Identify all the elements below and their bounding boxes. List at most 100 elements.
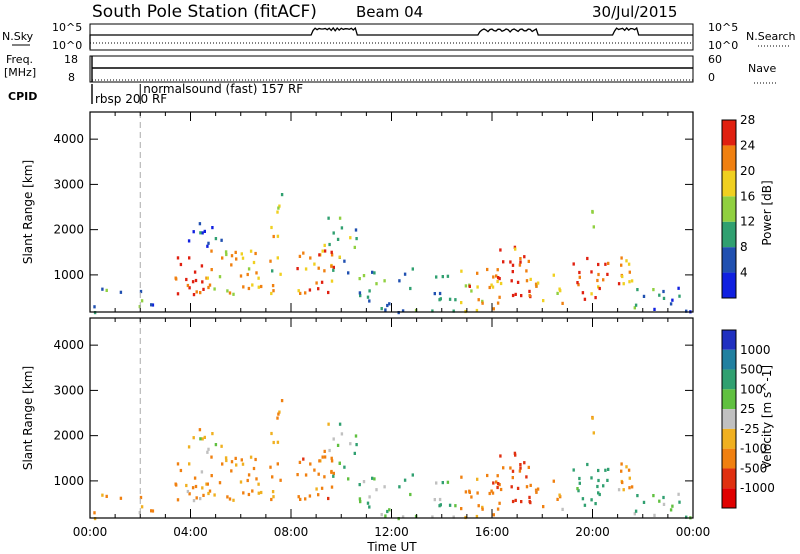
range-cell (338, 461, 341, 465)
range-cell (509, 466, 512, 470)
range-cell (577, 489, 580, 493)
colorbar-swatch (722, 221, 736, 248)
beam-label: Beam 04 (356, 3, 423, 21)
range-cell (332, 268, 335, 272)
range-cell (239, 274, 243, 278)
range-cell (366, 501, 370, 505)
range-cell (662, 289, 665, 294)
range-cell (488, 491, 491, 496)
range-cell (199, 291, 202, 295)
y-tick-label: 2000 (53, 429, 84, 443)
range-cell (188, 256, 191, 260)
range-cell (528, 499, 531, 504)
range-cell (358, 277, 361, 281)
range-cell (490, 489, 493, 493)
colorbar-swatch (722, 349, 736, 370)
range-cell (362, 274, 366, 278)
range-cell (513, 451, 517, 455)
range-cell (528, 289, 531, 293)
range-cell (625, 465, 628, 469)
range-cell (510, 279, 513, 283)
range-cell (495, 480, 498, 484)
range-cell (224, 456, 228, 460)
range-cell (642, 294, 646, 298)
freq-strip-frame (89, 55, 694, 83)
range-cell (235, 463, 238, 467)
velocity-colorbar: 1000 500 100 25 -25 -100 -500 -1000 (721, 329, 775, 509)
range-cell (276, 462, 279, 466)
range-cell (276, 256, 279, 260)
range-cell (304, 267, 308, 271)
range-cell (330, 279, 334, 283)
range-cell (207, 491, 210, 496)
range-cell (633, 306, 636, 310)
time-tick-label: 12:00 (374, 525, 409, 539)
range-cell (338, 216, 342, 220)
range-cell (525, 269, 528, 273)
velocity-colorbar-tick: 25 (740, 402, 755, 416)
range-cell (375, 282, 378, 286)
range-cell (653, 513, 656, 517)
range-cell (460, 475, 463, 479)
range-cell (602, 278, 605, 282)
range-cell (332, 474, 335, 478)
velocity-frame (89, 317, 694, 519)
range-cell (93, 311, 97, 315)
range-cell (452, 309, 455, 313)
range-cell (218, 275, 222, 279)
range-cell (499, 454, 502, 458)
range-cell (594, 502, 597, 506)
range-cell (225, 458, 228, 463)
velocity-y-axis: 1000 2000 3000 4000 (53, 338, 693, 488)
range-cell (556, 291, 559, 295)
range-cell (383, 279, 386, 283)
range-cell (368, 299, 371, 303)
range-cell (320, 486, 324, 490)
range-cell (578, 481, 581, 485)
range-cell (499, 487, 503, 492)
range-cell (242, 491, 245, 495)
range-cell (278, 204, 281, 208)
range-cell (315, 487, 318, 491)
range-cell (380, 513, 383, 517)
velocity-colorbar-tick: -100 (740, 442, 767, 456)
range-cell (338, 422, 342, 426)
range-cell (221, 462, 224, 466)
range-cell (454, 298, 457, 302)
nsky-tick-top: 10^5 (52, 21, 82, 34)
range-cell (475, 514, 479, 519)
range-cell (597, 478, 600, 483)
range-cell (496, 301, 500, 305)
colorbar-swatch (722, 428, 736, 449)
range-cell (105, 288, 108, 292)
power-colorbar-tick: 8 (740, 240, 748, 254)
range-cell (240, 252, 243, 256)
range-cell (678, 500, 681, 504)
nsky-tick-bottom: 10^0 (52, 39, 82, 52)
range-cell (318, 459, 321, 463)
range-cell (636, 288, 639, 292)
power-colorbar-tick: 24 (740, 138, 755, 152)
range-cell (315, 281, 318, 285)
freq-unit: [MHz] (4, 66, 36, 79)
range-cell (220, 444, 223, 448)
range-cell (468, 490, 471, 494)
range-cell (502, 466, 505, 470)
range-cell (598, 492, 601, 497)
range-cell (354, 228, 358, 232)
power-ylabel: Slant Range [km] (21, 160, 35, 264)
range-cell (617, 282, 621, 286)
range-cell (627, 468, 631, 472)
range-cell (327, 496, 330, 501)
freq-tick-top: 18 (64, 53, 78, 66)
range-cell (518, 263, 522, 267)
range-cell (677, 492, 680, 496)
range-cell (239, 480, 243, 484)
range-cell (597, 468, 600, 473)
range-cell (257, 491, 260, 495)
range-cell (380, 307, 383, 311)
range-cell (577, 283, 580, 287)
range-cell (234, 250, 237, 254)
range-cell (246, 478, 249, 483)
range-cell (514, 247, 517, 251)
